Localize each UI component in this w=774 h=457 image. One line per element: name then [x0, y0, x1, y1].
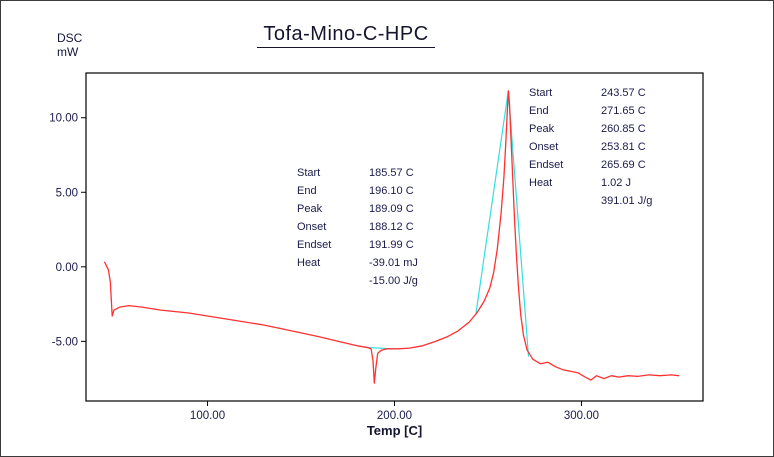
y-tick-label: 5.00 [56, 187, 78, 199]
annotation-row-value: 260.85 C [601, 123, 646, 135]
annotation-row-value: 196.10 C [369, 185, 414, 197]
annotation-row-value: 191.99 C [369, 239, 414, 251]
annotation-row-label: End [297, 185, 317, 197]
x-axis-title: Temp [C] [366, 423, 423, 438]
annotation-row-value: 1.02 J [601, 177, 631, 189]
annotation-row-label: Peak [529, 123, 555, 135]
annotation-row-value: 253.81 C [601, 141, 646, 153]
peak-annotation-2: Start 243.57 C End 271.65 C Peak 260.85 C Onse… [529, 87, 652, 208]
x-tick-label: 200.00 [377, 410, 412, 422]
annotation-row-label: Onset [297, 221, 327, 233]
y-axis-unit-label: DSC mW [57, 31, 83, 59]
chart-title: Tofa-Mino-C-HPC [257, 23, 435, 48]
annotation-row-label: Endset [529, 159, 564, 171]
annotation-row-label: Start [529, 87, 553, 99]
y-tick-label: 10.00 [49, 113, 78, 125]
annotation-row-value: 265.69 C [601, 159, 646, 171]
chart-title-container: Tofa-Mino-C-HPC [86, 23, 606, 48]
annotation-row-value: 391.01 J/g [601, 195, 653, 207]
annotation-row-value: 188.12 C [369, 221, 414, 233]
annotation-row-label: Peak [297, 203, 323, 215]
annotation-row-label: Onset [529, 141, 559, 153]
annotation-row-label: End [529, 105, 549, 117]
annotation-row-value: 271.65 C [601, 105, 646, 117]
peak-annotation-1: Start 185.57 C End 196.10 C Peak 189.09 C Onse… [297, 167, 418, 288]
annotation-row-value: 185.57 C [369, 167, 414, 179]
y-tick-label: 0.00 [56, 262, 78, 274]
annotation-row-label: Heat [297, 257, 321, 269]
series-dsc-curve [104, 90, 680, 384]
annotation-row-value: 189.09 C [369, 203, 414, 215]
annotation-row-value: -39.01 mJ [369, 257, 418, 269]
annotation-row-label [529, 195, 591, 208]
annotation-row-label [297, 275, 359, 288]
annotation-row-value: -15.00 J/g [369, 275, 418, 287]
x-tick-label: 100.00 [190, 410, 225, 422]
annotation-row-label: Start [297, 167, 321, 179]
annotation-row-label: Heat [529, 177, 553, 189]
x-tick-label: 300.00 [564, 410, 599, 422]
annotation-row-value: 243.57 C [601, 87, 646, 99]
annotation-row-label: Endset [297, 239, 332, 251]
y-tick-label: -5.00 [52, 336, 78, 348]
